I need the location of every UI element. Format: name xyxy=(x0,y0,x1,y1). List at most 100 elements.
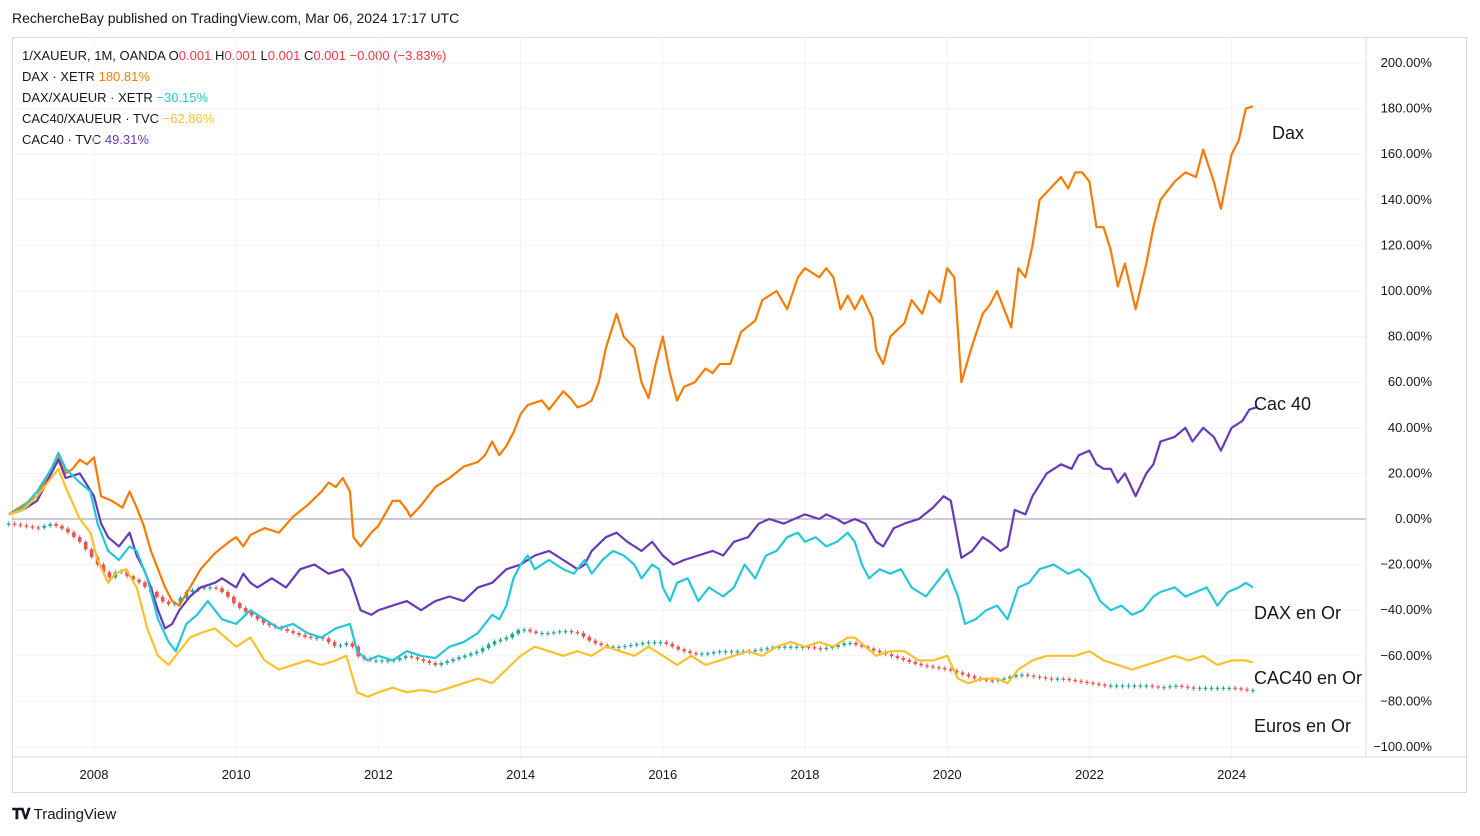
candle-body xyxy=(729,651,734,653)
candle-body xyxy=(48,523,52,526)
candle-body xyxy=(1209,687,1214,689)
candle-body xyxy=(990,680,995,682)
candle-body xyxy=(261,619,266,624)
candle-body xyxy=(516,629,521,634)
candle-body xyxy=(1014,674,1018,677)
candle-body xyxy=(77,537,82,542)
candle-body xyxy=(688,651,692,654)
candle-body xyxy=(427,661,432,664)
candle-body xyxy=(824,647,829,650)
line-series xyxy=(8,105,1257,698)
candle-body xyxy=(160,597,165,602)
tradingview-logo[interactable]: 𝐓𝐕 TradingView xyxy=(12,806,116,823)
candle-body xyxy=(629,644,633,647)
candle-body xyxy=(291,631,295,633)
candle-series xyxy=(6,521,1255,694)
candle-body xyxy=(1114,685,1119,687)
candle-body xyxy=(605,645,609,647)
y-tick-label: 0.00% xyxy=(1395,511,1432,526)
candle-body xyxy=(711,652,716,654)
candle-body xyxy=(717,651,722,653)
candle-body xyxy=(1120,685,1125,687)
candle-body xyxy=(575,632,580,634)
candle-body xyxy=(1108,685,1113,687)
candle-body xyxy=(765,648,769,650)
candle-body xyxy=(397,658,402,660)
candle-body xyxy=(581,633,586,637)
candle-body xyxy=(486,644,491,649)
price-axis[interactable]: 200.00% 180.00% 160.00% 140.00% 120.00% 100.0… xyxy=(1373,55,1432,754)
candle-body xyxy=(1251,690,1255,692)
candle-body xyxy=(510,633,515,638)
candle-body xyxy=(1138,685,1143,687)
candle-body xyxy=(1144,685,1149,687)
candle-body xyxy=(848,642,852,645)
candle-body xyxy=(1245,689,1249,691)
candle-body xyxy=(664,642,669,644)
legend-row-cac40[interactable]: CAC40 · TVC 49.31% xyxy=(22,129,446,150)
candle-body xyxy=(546,633,550,635)
ohlc-c-key: C xyxy=(303,48,314,63)
candle-body xyxy=(344,643,349,646)
candle-body xyxy=(836,645,840,647)
candle-body xyxy=(1073,679,1077,682)
candle-body xyxy=(125,571,129,577)
candle-body xyxy=(237,603,242,608)
y-tick-label: 180.00% xyxy=(1381,101,1433,116)
candle-body xyxy=(1174,685,1178,687)
candle-body xyxy=(326,638,331,643)
candle-body xyxy=(445,661,449,664)
candle-body xyxy=(972,676,977,679)
annotation-euros-en-or: Euros en Or xyxy=(1254,716,1351,736)
publish-line: RechercheBay published on TradingView.co… xyxy=(12,10,460,26)
candle-body xyxy=(640,643,645,645)
candle-body xyxy=(190,590,195,592)
candle-body xyxy=(463,655,467,658)
legend-row-dax-xaueur[interactable]: DAX/XAUEUR · XETR −30.15% xyxy=(22,87,446,108)
candle-body xyxy=(1233,687,1237,689)
candle-body xyxy=(492,641,497,645)
candle-body xyxy=(1227,687,1232,689)
y-tick-label: 120.00% xyxy=(1381,237,1433,252)
x-tick-label: 2014 xyxy=(506,767,535,782)
candle-body xyxy=(877,650,882,653)
candle-body xyxy=(682,649,686,652)
candle-body xyxy=(895,656,900,659)
x-tick-label: 2022 xyxy=(1075,767,1104,782)
candle-body xyxy=(694,653,698,655)
candle-body xyxy=(480,648,485,652)
tradingview-logo-icon: 𝐓𝐕 xyxy=(12,806,31,823)
candle-body xyxy=(860,644,864,647)
candle-body xyxy=(226,591,230,597)
legend-row-cac40-xaueur[interactable]: CAC40/XAUEUR · TVC −62.86% xyxy=(22,108,446,129)
candle-body xyxy=(871,648,876,651)
annotation-cac40-en-or: CAC40 en Or xyxy=(1254,668,1362,688)
ohlc-c-value: 0.001 xyxy=(313,48,346,63)
candle-body xyxy=(498,639,503,642)
candle-body xyxy=(528,629,532,632)
legend-row-dax[interactable]: DAX · XETR 180.81% xyxy=(22,66,446,87)
candle-body xyxy=(842,643,846,646)
grid xyxy=(12,37,1366,757)
time-axis[interactable]: 2008 2010 2012 2014 2016 2018 2020 2022 2024 xyxy=(80,767,1247,782)
candle-body xyxy=(249,611,254,616)
candle-body xyxy=(569,631,574,633)
candle-body xyxy=(374,660,378,662)
candle-body xyxy=(984,679,989,681)
legend: 1/XAUEUR, 1M, OANDA O0.001 H0.001 L0.001… xyxy=(22,45,446,150)
candle-body xyxy=(202,587,207,589)
ohlc-o-value: 0.001 xyxy=(178,48,212,63)
candle-body xyxy=(1020,674,1024,676)
x-tick-label: 2012 xyxy=(364,767,393,782)
y-tick-label: −40.00% xyxy=(1380,602,1432,617)
candle-body xyxy=(60,525,64,529)
candle-body xyxy=(670,643,675,647)
ohlc-l-key: L xyxy=(260,48,268,63)
candle-body xyxy=(403,656,408,659)
candle-body xyxy=(1103,684,1107,686)
candle-body xyxy=(794,646,799,648)
candle-body xyxy=(587,636,592,641)
candle-body xyxy=(457,657,461,660)
legend-symbol: CAC40 · TVC xyxy=(22,132,102,147)
